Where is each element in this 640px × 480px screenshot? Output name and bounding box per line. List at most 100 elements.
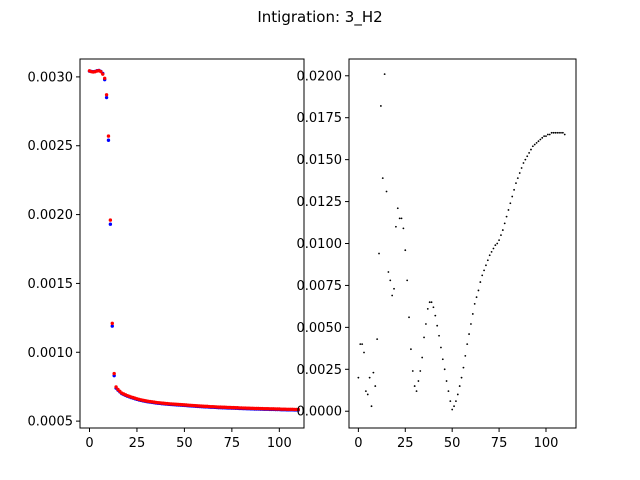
- left-series-1-point: [106, 134, 111, 138]
- right-series-0-point: [363, 351, 365, 354]
- right-series-0-point: [556, 131, 559, 134]
- right-series-0-point: [516, 177, 519, 179]
- right-series-0-point: [410, 348, 412, 351]
- right-series-0-point: [515, 182, 517, 185]
- right-series-0-point: [530, 148, 532, 151]
- right-series-0-point: [548, 133, 551, 136]
- right-series-0-point: [387, 271, 390, 273]
- right-series-0-point: [537, 140, 540, 143]
- right-series-0-point: [400, 217, 403, 220]
- right-series-0-point: [511, 195, 514, 198]
- right-series-0-point: [550, 131, 553, 134]
- right-series-0-point: [541, 136, 544, 139]
- right-series-0-point: [432, 306, 435, 309]
- right-series-0-point: [524, 158, 527, 161]
- left-data-points: [87, 68, 301, 412]
- left-series-0-point: [108, 222, 113, 226]
- right-series-0-point: [470, 323, 472, 325]
- right-y-tick-label: 0.0200: [297, 69, 343, 84]
- right-series-0-point: [453, 405, 455, 408]
- right-y-tick-label: 0.0125: [297, 195, 343, 210]
- right-series-0-point: [395, 225, 397, 228]
- right-series-0-point: [475, 296, 478, 299]
- left-series-0-point: [104, 95, 109, 100]
- left-y-tick-label: 0.0030: [28, 70, 74, 85]
- left-series-1-point: [101, 72, 105, 76]
- right-series-0-point: [370, 405, 373, 408]
- right-series-0-point: [501, 229, 504, 231]
- right-series-0-point: [464, 354, 467, 357]
- right-series-0-point: [486, 259, 489, 262]
- right-series-0-point: [434, 314, 437, 317]
- right-series-0-point: [366, 393, 369, 396]
- left-x-ticks: 0 25 50 75 100: [85, 428, 292, 451]
- right-series-0-point: [428, 301, 431, 304]
- right-series-0-point: [419, 370, 422, 372]
- right-series-0-point: [438, 334, 440, 337]
- right-series-0-point: [364, 390, 367, 392]
- right-y-tick-label: 0.0175: [297, 111, 343, 126]
- right-x-tick-label: 75: [491, 436, 508, 451]
- right-series-0-point: [378, 252, 380, 255]
- right-series-0-point: [462, 366, 465, 369]
- right-series-0-point: [415, 390, 418, 392]
- right-data-points: [357, 73, 566, 411]
- right-x-tick-label: 0: [354, 436, 362, 451]
- right-series-0-point: [455, 400, 457, 403]
- right-series-0-point: [404, 249, 407, 252]
- right-x-ticks: 0 25 50 75 100: [354, 428, 558, 451]
- left-y-tick-label: 0.0010: [28, 346, 74, 361]
- right-series-0-point: [417, 380, 420, 382]
- right-series-0-point: [406, 279, 409, 282]
- right-series-0-point: [440, 346, 442, 349]
- right-series-0-point: [505, 215, 508, 218]
- left-series-0-point: [110, 324, 114, 328]
- right-series-0-point: [522, 162, 525, 164]
- right-y-tick-label: 0.0050: [297, 321, 343, 336]
- left-series-1-point: [102, 76, 107, 80]
- left-scatter-panel: 0 25 50 75 100 0.0005 0.0010 0.0015 0.0020 0.002…: [28, 58, 305, 451]
- right-series-0-point: [509, 202, 512, 205]
- right-series-0-point: [368, 376, 371, 379]
- right-series-0-point: [456, 393, 459, 396]
- right-series-0-point: [376, 338, 379, 340]
- right-series-0-point: [425, 323, 427, 325]
- right-series-0-point: [449, 400, 452, 403]
- right-series-0-point: [458, 385, 461, 387]
- right-series-0-point: [485, 264, 487, 267]
- right-series-0-point: [543, 135, 546, 138]
- right-series-0-point: [561, 131, 564, 134]
- right-series-0-point: [507, 209, 510, 211]
- right-series-0-point: [381, 177, 384, 179]
- right-series-0-point: [408, 316, 410, 319]
- right-series-0-point: [533, 143, 536, 146]
- left-x-tick-label: 50: [176, 436, 193, 451]
- right-series-0-point: [552, 131, 555, 134]
- right-series-0-point: [531, 145, 534, 148]
- right-series-0-point: [483, 269, 485, 272]
- left-axes-frame: [79, 58, 305, 429]
- right-series-0-point: [503, 222, 506, 225]
- right-series-0-point: [391, 294, 394, 297]
- right-series-0-point: [361, 343, 364, 346]
- right-series-0-point: [426, 308, 429, 310]
- left-series-1-point: [114, 385, 118, 389]
- right-series-0-point: [389, 279, 392, 282]
- right-series-0-point: [545, 135, 547, 138]
- right-series-0-point: [563, 133, 566, 136]
- left-series-0-point: [106, 138, 111, 142]
- right-x-tick-label: 100: [534, 436, 559, 451]
- right-series-0-point: [496, 242, 499, 245]
- right-series-0-point: [411, 370, 414, 372]
- right-series-0-point: [554, 131, 557, 134]
- right-series-0-point: [471, 313, 474, 315]
- right-x-tick-label: 50: [444, 436, 461, 451]
- right-series-0-point: [558, 131, 561, 134]
- left-series-1-point: [112, 371, 116, 376]
- left-y-tick-label: 0.0025: [28, 139, 74, 154]
- left-y-tick-label: 0.0020: [28, 208, 74, 223]
- right-x-tick-label: 25: [397, 436, 414, 451]
- right-series-0-point: [357, 376, 360, 379]
- left-series-1-point: [104, 93, 109, 97]
- left-series-1-point: [110, 321, 114, 326]
